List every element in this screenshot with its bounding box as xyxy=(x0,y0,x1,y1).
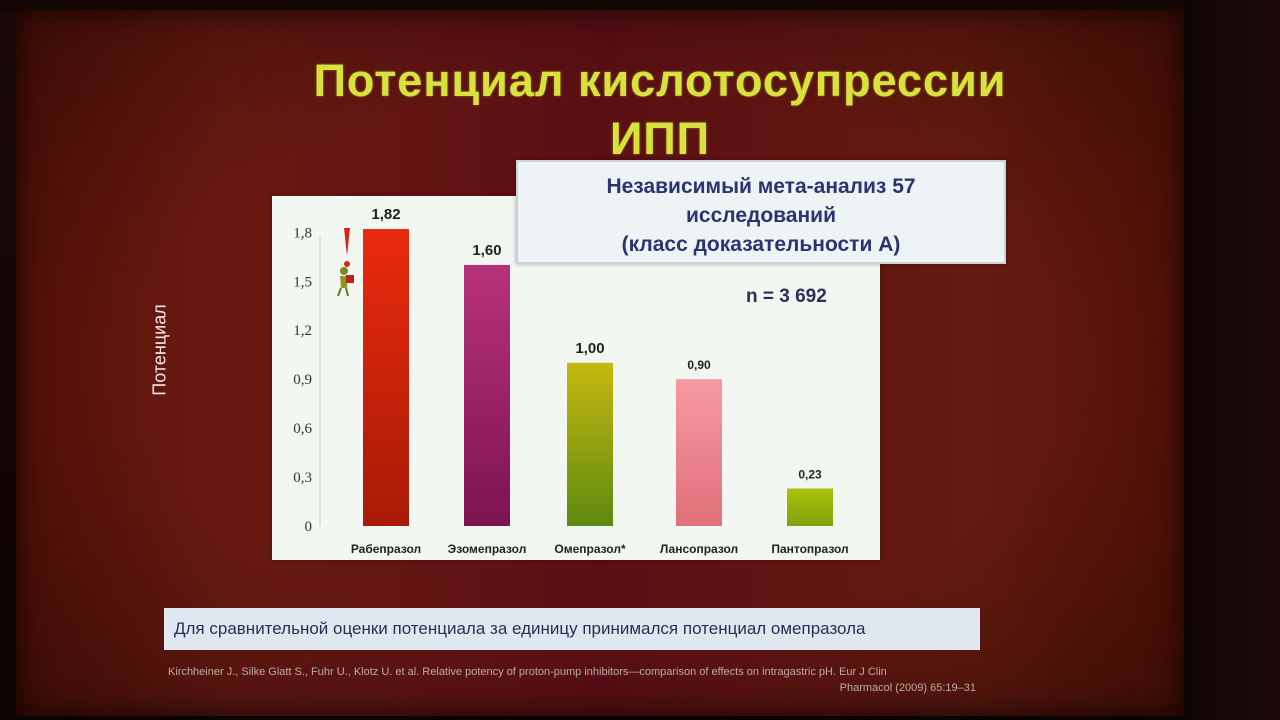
reference-line2: Pharmacol (2009) 65:19–31 xyxy=(839,682,976,694)
info-line3: (класс доказательности А) xyxy=(621,233,901,256)
y-tick-label: 0,9 xyxy=(293,372,312,388)
y-tick-label: 1,8 xyxy=(293,225,312,241)
slide-title-line2: ИПП xyxy=(609,113,711,164)
slide-title-line1: Потенциал кислотосупрессии xyxy=(313,55,1007,106)
bar-value-label: 1,82 xyxy=(371,206,400,223)
bar-2 xyxy=(464,264,510,526)
meta-analysis-info-box: Независимый мета-анализ 57 исследований … xyxy=(516,160,1006,264)
info-line1: Независимый мета-анализ 57 xyxy=(606,175,916,198)
reference-citation: Kirchheiner J., Silke Glatt S., Fuhr U.,… xyxy=(168,664,976,696)
screen-top-frame xyxy=(0,0,1280,12)
x-category-label: Эзомепразол xyxy=(448,542,527,556)
y-tick-label: 0 xyxy=(305,519,313,535)
info-line2: исследований xyxy=(686,204,836,227)
x-category-label: Лансопразол xyxy=(660,542,738,556)
x-category-label: Омепразол* xyxy=(554,542,626,556)
y-tick-label: 1,5 xyxy=(293,274,312,290)
reference-line1: Kirchheiner J., Silke Glatt S., Fuhr U.,… xyxy=(168,666,887,678)
x-category-label: Пантопразол xyxy=(771,542,848,556)
y-tick-label: 0,6 xyxy=(293,421,312,437)
x-category-label: Рабепразол xyxy=(351,542,421,556)
y-tick-label: 0,3 xyxy=(293,470,312,486)
bar-value-label: 1,60 xyxy=(472,242,501,259)
bar-4 xyxy=(676,379,722,526)
bar-value-label: 1,00 xyxy=(575,340,604,357)
bar-chart: 0 0,3 0,6 0,9 1,2 1,5 1,8 1,82 Рабепразол 1,60 Эз… xyxy=(293,206,848,556)
bar-1 xyxy=(363,229,409,527)
bar-value-label: 0,90 xyxy=(687,358,711,372)
bar-value-label: 0,23 xyxy=(798,467,822,481)
screen-right-frame xyxy=(1184,0,1280,720)
slide-title: Потенциал кислотосупрессии ИПП xyxy=(140,52,1180,168)
exclamation-figure-icon xyxy=(337,228,354,297)
footnote-box: Для сравнительной оценки потенциала за е… xyxy=(164,608,980,650)
y-axis-title: Потенциал xyxy=(149,304,170,396)
y-tick-label: 1,2 xyxy=(293,323,312,339)
bar-3 xyxy=(567,362,613,526)
bar-5 xyxy=(787,488,833,526)
sample-size-label: n = 3 692 xyxy=(746,286,827,307)
